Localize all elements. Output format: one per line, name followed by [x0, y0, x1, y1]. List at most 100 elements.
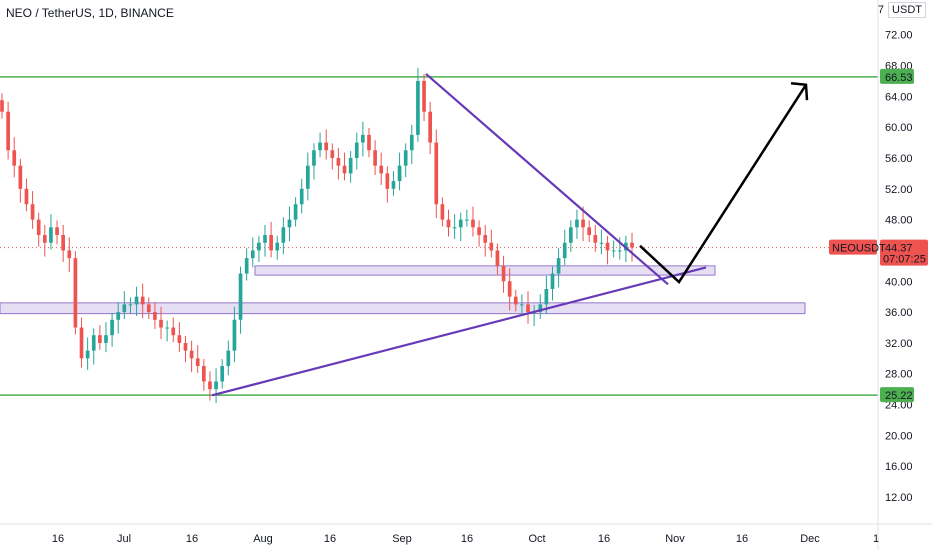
symbol-tag-bg	[829, 239, 877, 255]
current-price-value: 44.37	[885, 243, 913, 255]
chart-title: NEO / TetherUS, 1D, BINANCE	[6, 6, 174, 20]
candle-body	[385, 173, 390, 189]
candle-body	[348, 157, 353, 174]
price-tick-label: 36.00	[885, 307, 913, 319]
price-axis[interactable]: 72.0068.0064.0060.0056.0052.0048.0044.00…	[877, 0, 913, 550]
candle-body	[24, 188, 29, 205]
candle-body	[61, 235, 65, 251]
candle-body	[416, 80, 420, 135]
time-tick-label: Aug	[253, 533, 273, 545]
candle-body	[373, 150, 377, 166]
candle-body	[501, 265, 506, 282]
candle-body	[91, 335, 96, 351]
candle-body	[379, 165, 384, 174]
current-price-tag-bg	[880, 239, 928, 266]
candle-body	[458, 219, 463, 228]
candle-body	[605, 242, 610, 251]
time-tick-label: Jul	[117, 533, 131, 545]
price-tick-label: 20.00	[885, 430, 913, 442]
candle-body	[342, 165, 347, 174]
candle-body	[232, 319, 237, 351]
candle-body	[257, 242, 261, 251]
price-tick-label: 12.00	[885, 492, 913, 504]
candle-body	[507, 281, 512, 297]
candle-body	[134, 296, 139, 305]
candle-body	[12, 150, 17, 166]
trend-drawings	[211, 73, 809, 397]
candle-body	[403, 150, 408, 166]
candle-body	[544, 288, 549, 305]
candle-body	[556, 258, 561, 274]
time-tick-label: 16	[736, 533, 748, 545]
candle-body	[226, 350, 231, 367]
candle-body	[263, 235, 267, 243]
axis-scale-number: 7	[877, 4, 885, 16]
axis-currency-header[interactable]: 7 USDT	[877, 2, 926, 18]
candle-body	[477, 227, 481, 236]
candle-body	[489, 242, 494, 251]
candle-body	[617, 250, 622, 252]
candle-body	[434, 142, 439, 205]
candle-body	[611, 250, 616, 252]
candle-body	[513, 296, 518, 305]
candle-body	[30, 204, 35, 220]
candle-body	[361, 134, 365, 143]
candle-body	[250, 250, 255, 259]
candle-body	[6, 111, 10, 151]
candle-body	[409, 134, 414, 151]
candle-body	[208, 381, 212, 390]
horizontal-levels	[0, 76, 878, 396]
time-tick-label: 16	[461, 533, 473, 545]
candle-body	[538, 304, 543, 313]
candle-body	[85, 350, 90, 359]
candle-body	[293, 204, 298, 220]
candle-body	[244, 258, 249, 274]
candle-body	[18, 165, 23, 189]
candles	[0, 67, 634, 404]
support-zones	[0, 265, 806, 315]
projection-arrow	[639, 84, 808, 284]
ascending-trendline	[211, 266, 707, 397]
time-axis[interactable]: 16 Jul 16 Aug 16 Sep 16 Oct 16 Nov 16 Dec 1	[0, 523, 932, 545]
candle-body	[483, 235, 488, 243]
candle-body	[428, 111, 432, 143]
time-tick-label: 1	[873, 533, 879, 545]
candle-body	[165, 327, 169, 329]
candle-body	[128, 304, 133, 306]
time-tick-label: Sep	[392, 533, 412, 545]
candle-body	[269, 235, 273, 251]
price-tick-label: 72.00	[885, 30, 913, 42]
candle-body	[324, 142, 329, 151]
candle-body	[159, 319, 163, 328]
currency-badge[interactable]: USDT	[888, 2, 926, 18]
time-tick-label: 16	[186, 533, 198, 545]
candle-body	[202, 366, 206, 382]
price-tick-label: 16.00	[885, 461, 913, 473]
candle-body	[177, 335, 182, 343]
candle-body	[36, 219, 41, 236]
price-tick-label: 24.00	[885, 400, 913, 412]
candle-body	[146, 304, 151, 313]
candle-body	[67, 250, 72, 259]
candle-body	[318, 142, 322, 151]
candle-body	[104, 335, 108, 343]
candle-body	[630, 242, 634, 248]
price-tick-label: 52.00	[885, 184, 913, 196]
candle-body	[122, 304, 127, 313]
price-tick-label: 40.00	[885, 276, 913, 288]
projection-arrowhead	[790, 81, 809, 101]
support-zone	[0, 302, 806, 315]
candle-body	[79, 327, 84, 359]
candle-body	[312, 150, 316, 166]
candle-body	[587, 227, 592, 236]
candle-body	[550, 273, 555, 289]
time-tick-label: Dec	[800, 533, 820, 545]
price-tick-label: 60.00	[885, 122, 913, 134]
candle-body	[214, 381, 218, 390]
candle-body	[397, 165, 402, 182]
candle-body	[49, 227, 53, 243]
candle-body	[446, 219, 451, 228]
price-tick-label: 56.00	[885, 153, 913, 165]
candle-body	[569, 227, 573, 243]
